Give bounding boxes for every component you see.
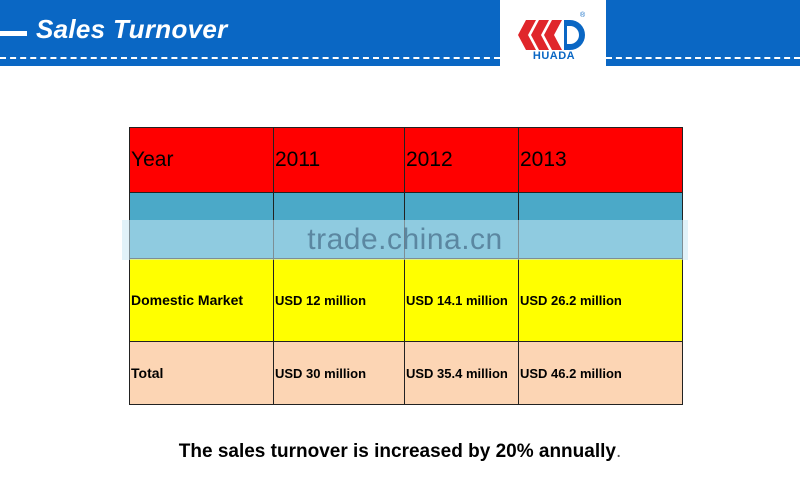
table-cell: USD 14.1 million xyxy=(404,258,519,342)
header-cell-2012: 2012 xyxy=(404,127,519,193)
table-row-domestic-market: Domestic Market USD 12 million USD 14.1 … xyxy=(129,258,683,342)
watermark-band xyxy=(122,220,688,260)
watermark: trade.china.cn xyxy=(307,223,503,256)
header-bar-right xyxy=(606,0,800,66)
summary-period: . xyxy=(615,441,622,462)
row-label: Domestic Market xyxy=(129,258,274,342)
header-cell-2013: 2013 xyxy=(518,127,683,193)
registered-mark: ® xyxy=(580,12,586,19)
page-title: Sales Turnover xyxy=(36,14,228,44)
summary-note: The sales turnover is increased by 20% a… xyxy=(0,441,800,463)
header-accent-tick xyxy=(0,31,27,36)
header-cell-2011: 2011 xyxy=(273,127,405,193)
logo-text: HUADA xyxy=(532,50,576,62)
header-dashed-line xyxy=(0,57,500,59)
table-cell: USD 12 million xyxy=(273,258,405,342)
header-bar xyxy=(0,0,500,66)
table-cell: USD 30 million xyxy=(273,341,405,405)
table-cell: USD 35.4 million xyxy=(404,341,519,405)
table-row-total: Total USD 30 million USD 35.4 million US… xyxy=(129,341,683,405)
row-label: Total xyxy=(129,341,274,405)
table-cell: USD 26.2 million xyxy=(518,258,683,342)
summary-text: The sales turnover is increased by 20% a… xyxy=(178,441,616,462)
table-header-row: Year 2011 2012 2013 xyxy=(129,127,683,193)
huada-logo-icon xyxy=(518,20,585,50)
table-cell: USD 46.2 million xyxy=(518,341,683,405)
sales-table: Year 2011 2012 2013 Domestic Market USD … xyxy=(129,127,683,405)
header-cell-year: Year xyxy=(129,127,274,193)
header-dashed-line-right xyxy=(606,57,800,59)
